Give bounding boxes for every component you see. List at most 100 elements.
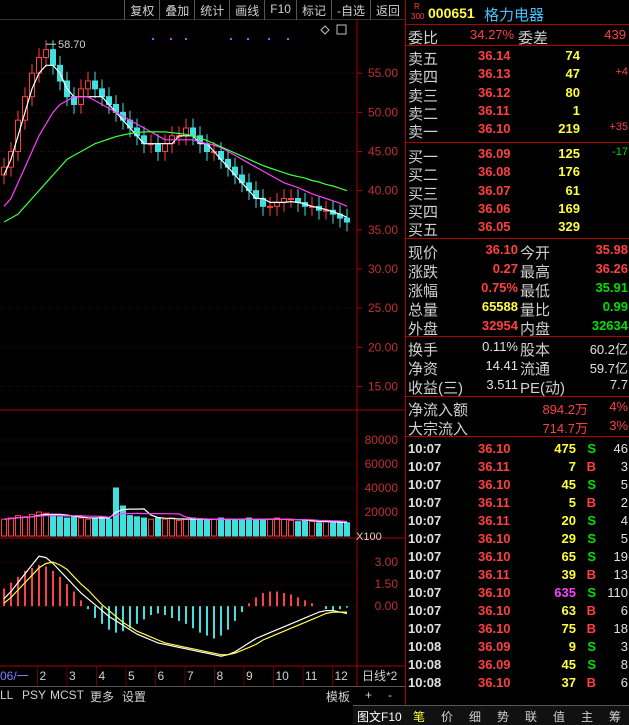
trade-tick-row: 10:08 36.10 37 B 6 (406, 674, 629, 692)
tick-price: 36.10 (478, 531, 511, 546)
tick-count: 2 (620, 495, 628, 510)
volume-bar (57, 516, 63, 537)
indicator-tab-mcst[interactable]: MCST (50, 688, 84, 702)
signal-dot (287, 38, 289, 40)
volume-bar (204, 519, 210, 537)
tab-main[interactable]: 主 (581, 710, 594, 724)
tick-price: 36.09 (478, 657, 511, 672)
signal-dot (170, 38, 172, 40)
candle-body (85, 80, 91, 90)
macd-axis-label: 1.50 (375, 577, 399, 591)
zoom-in-button[interactable]: + (365, 688, 373, 702)
fundamental-value: 7.7 (609, 377, 628, 392)
tick-side: B (586, 675, 596, 690)
tick-volume: 20 (561, 513, 576, 528)
toolbar-button-fuquan[interactable]: 复权 (124, 0, 159, 20)
tick-time: 10:07 (408, 621, 442, 636)
tick-time: 10:07 (408, 495, 442, 510)
trade-tick-row: 10:07 36.10 29 S 5 (406, 530, 629, 548)
fundamental-row: 收益(三) 3.511 PE(动) 7.7 (406, 376, 629, 397)
tick-count: 4 (620, 513, 628, 528)
tick-side: S (587, 513, 596, 528)
indicator-tab-bar: LL PSY MCST 更多 设置 模板 + - (0, 686, 405, 705)
tab-chips[interactable]: 筹 (609, 710, 622, 724)
tick-price: 36.09 (478, 639, 511, 654)
quote-label: 外盘 (408, 321, 439, 338)
tick-side: S (587, 657, 596, 672)
volume-bar (71, 516, 77, 537)
tab-detail[interactable]: 细 (469, 710, 482, 724)
volume-bar (295, 521, 301, 537)
tab-price[interactable]: 价 (441, 710, 454, 724)
candle-body (22, 96, 28, 121)
fundamental-label: 收益(三) (408, 380, 463, 397)
quote-label: 最高 (520, 264, 551, 281)
toolbar-button-overlay[interactable]: 叠加 (159, 0, 194, 20)
quote-row: 现价 36.10 今开 35.98 (406, 241, 629, 262)
indicator-tab-psy[interactable]: PSY (22, 688, 47, 702)
high-price-label: 58.70 (58, 39, 86, 51)
quote-value: 36.26 (595, 261, 628, 276)
tab-f10[interactable]: 图文F10 (357, 710, 402, 724)
quote-panel: R 300 000651 格力电器 委比 34.27% 委差 439 卖五 36.14 74 卖四 36… (405, 0, 629, 705)
template-button[interactable]: 模板 (326, 690, 351, 704)
zoom-out-button[interactable]: - (388, 688, 392, 702)
sell-level-change: +35 (609, 121, 628, 134)
sell-level-row: 卖三 36.12 80 (406, 84, 629, 105)
month-label: 10 (276, 669, 290, 683)
tick-count: 6 (620, 603, 628, 618)
indicator-tab-settings[interactable]: 设置 (122, 690, 147, 704)
stock-name: 格力电器 (484, 7, 545, 24)
tick-time: 10:08 (408, 639, 442, 654)
sell-level-price: 36.13 (478, 66, 511, 82)
divider (406, 436, 629, 437)
candle-body (190, 127, 196, 137)
toolbar-button-f10[interactable]: F10 (264, 0, 296, 20)
quote-label: 总量 (408, 302, 439, 319)
month-label: 4 (99, 669, 106, 683)
tab-link[interactable]: 联 (525, 710, 538, 724)
weidiff-label: 委差 (518, 30, 549, 47)
volume-axis-label: 20000 (365, 505, 399, 519)
volume-bar (274, 517, 280, 537)
volume-bar (127, 515, 133, 537)
tab-trend[interactable]: 势 (497, 710, 510, 724)
trade-tick-row: 10:07 36.10 75 B 18 (406, 620, 629, 638)
divider (406, 45, 629, 46)
sell-level-volume: 219 (558, 121, 580, 137)
macd-axis-label: 0.00 (375, 599, 399, 613)
volume-ma10-line (3, 512, 348, 523)
toolbar-button-stats[interactable]: 统计 (194, 0, 229, 20)
tick-price: 36.11 (478, 567, 510, 582)
indicator-tab-more[interactable]: 更多 (90, 690, 115, 704)
stock-prefix-top: R (414, 2, 420, 11)
trade-tick-row: 10:07 36.11 39 B 13 (406, 566, 629, 584)
candle-body (274, 201, 280, 207)
candle-body (344, 217, 350, 223)
sell-level-volume: 47 (565, 66, 580, 82)
toolbar-button-watchlist[interactable]: -自选 (330, 0, 370, 20)
buy-level-price: 36.06 (478, 200, 511, 216)
volume-axis-label: 80000 (365, 433, 399, 447)
trade-tick-row: 10:07 36.10 63 B 6 (406, 602, 629, 620)
toolbar-button-mark[interactable]: 标记 (295, 0, 331, 20)
tick-time: 10:07 (408, 459, 442, 474)
volume-bar (281, 518, 287, 537)
candle-body (29, 72, 35, 98)
toolbar-button-draw[interactable]: 画线 (229, 0, 264, 20)
quote-value: 32954 (481, 318, 518, 333)
toolbar-button-back[interactable]: 返回 (369, 0, 405, 20)
kline-chart[interactable]: 55.0050.0045.0040.0035.0030.0025.0020.00… (0, 20, 405, 686)
volume-bar (330, 522, 336, 537)
buy-level-volume: 329 (558, 219, 580, 235)
tick-side: B (586, 495, 596, 510)
tick-volume: 5 (568, 495, 576, 510)
volume-bar (260, 519, 266, 537)
indicator-tab-ll[interactable]: LL (0, 688, 14, 702)
tab-value[interactable]: 值 (553, 710, 566, 724)
volume-bar (141, 517, 147, 537)
tick-count: 3 (620, 459, 628, 474)
tab-trades[interactable]: 笔 (413, 710, 426, 724)
volume-bar (302, 519, 308, 537)
